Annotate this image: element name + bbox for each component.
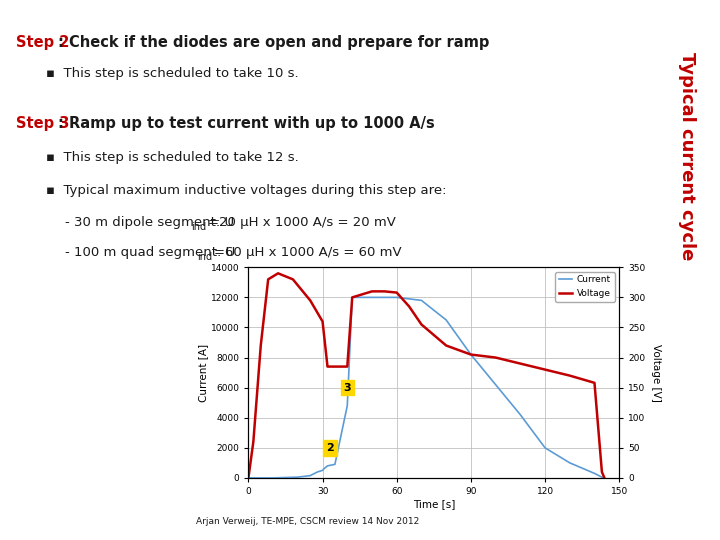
Text: - 100 m quad segment: U: - 100 m quad segment: U: [66, 246, 235, 259]
Text: - 30 m dipole segment: U: - 30 m dipole segment: U: [66, 216, 235, 229]
Text: =60 μH x 1000 A/s = 60 mV: =60 μH x 1000 A/s = 60 mV: [214, 246, 402, 259]
Y-axis label: Current [A]: Current [A]: [198, 343, 208, 402]
Text: ind: ind: [192, 222, 207, 233]
Text: =20 μH x 1000 A/s = 20 mV: =20 μH x 1000 A/s = 20 mV: [208, 216, 396, 229]
X-axis label: Time [s]: Time [s]: [413, 499, 455, 509]
Legend: Current, Voltage: Current, Voltage: [555, 272, 615, 301]
Text: Step 3: Step 3: [17, 116, 70, 131]
Text: 2: 2: [326, 443, 334, 453]
Text: : Ramp up to test current with up to 1000 A/s: : Ramp up to test current with up to 100…: [58, 116, 434, 131]
Text: ▪  This step is scheduled to take 10 s.: ▪ This step is scheduled to take 10 s.: [46, 68, 298, 80]
Text: ind: ind: [197, 252, 212, 262]
Text: ▪  This step is scheduled to take 12 s.: ▪ This step is scheduled to take 12 s.: [46, 151, 299, 164]
Text: 3: 3: [343, 383, 351, 393]
Text: Step 2: Step 2: [17, 35, 70, 50]
Text: Arjan Verweij, TE-MPE, CSCM review 14 Nov 2012: Arjan Verweij, TE-MPE, CSCM review 14 No…: [196, 517, 419, 526]
Y-axis label: Voltage [V]: Voltage [V]: [651, 343, 661, 402]
Text: : Check if the diodes are open and prepare for ramp: : Check if the diodes are open and prepa…: [58, 35, 489, 50]
Text: Typical current cycle: Typical current cycle: [678, 52, 696, 261]
Text: ▪  Typical maximum inductive voltages during this step are:: ▪ Typical maximum inductive voltages dur…: [46, 184, 446, 197]
